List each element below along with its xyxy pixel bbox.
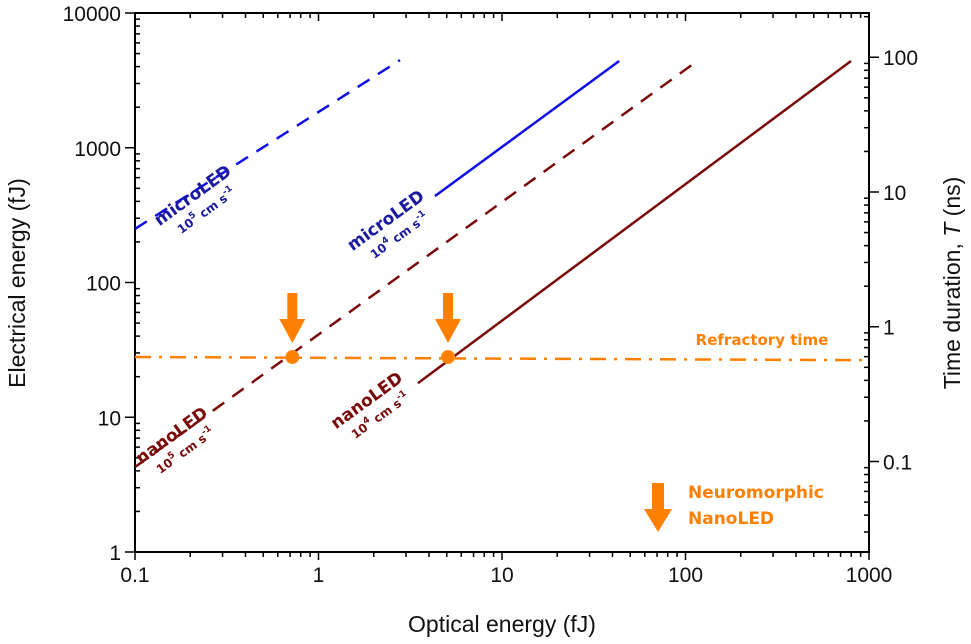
- x-tick-label: 0.1: [120, 564, 149, 587]
- y2-tick-label: 1: [883, 317, 895, 340]
- series-line-0: [135, 59, 401, 230]
- y-tick-label: 1: [109, 542, 121, 565]
- sub-unit-exp: -1: [414, 209, 428, 223]
- sub-exp: 4: [380, 235, 391, 247]
- y2-title-prefix: Time duration,: [939, 237, 965, 390]
- y-tick-label: 1000: [74, 138, 121, 161]
- y2-tick-label: 0.1: [883, 451, 912, 474]
- legend: Neuromorphic NanoLED: [644, 483, 824, 532]
- y-tick-label: 10000: [63, 3, 121, 26]
- sub-unit-exp: -1: [395, 389, 409, 403]
- x-tick-label: 10: [490, 564, 513, 587]
- legend-label-line2: NanoLED: [688, 509, 774, 529]
- series-line-1: [434, 59, 620, 198]
- down-arrow-icon: [435, 292, 462, 343]
- sub-unit-exp: -1: [221, 184, 235, 198]
- x-axis-title: Optical energy (fJ): [408, 611, 596, 637]
- x-tick-label: 100: [668, 564, 703, 587]
- refractory-label: Refractory time: [696, 331, 829, 349]
- y2-tick-label: 100: [883, 47, 918, 70]
- series-group: [135, 59, 869, 469]
- x-tick-label: 1000: [846, 564, 893, 587]
- y-tick-label: 10: [98, 407, 121, 430]
- y2-tick-label: 10: [883, 182, 906, 205]
- series-line-4: [135, 355, 869, 362]
- plot-frame: [134, 12, 870, 553]
- series-line-2: [135, 59, 699, 469]
- y2-title-suffix: (ns): [939, 177, 965, 223]
- legend-label-line1: Neuromorphic: [688, 483, 824, 503]
- x-tick-label: 1: [313, 564, 325, 587]
- sub-exp: 4: [361, 415, 372, 427]
- y-axis-title: Electrical energy (fJ): [4, 178, 30, 388]
- marker-group: [279, 292, 462, 364]
- sub-exp: 5: [187, 210, 198, 222]
- y2-axis-title: Time duration, T (ns): [939, 177, 965, 390]
- down-arrow-icon: [279, 292, 306, 343]
- sub-unit-exp: -1: [200, 424, 214, 438]
- marker-point: [285, 349, 300, 364]
- legend-arrow-icon: [644, 483, 672, 532]
- series-line-3: [417, 59, 852, 385]
- y2-title-italic: T: [939, 221, 965, 237]
- y-tick-label: 100: [86, 273, 121, 296]
- sub-exp: 5: [166, 450, 177, 462]
- marker-point: [441, 349, 456, 364]
